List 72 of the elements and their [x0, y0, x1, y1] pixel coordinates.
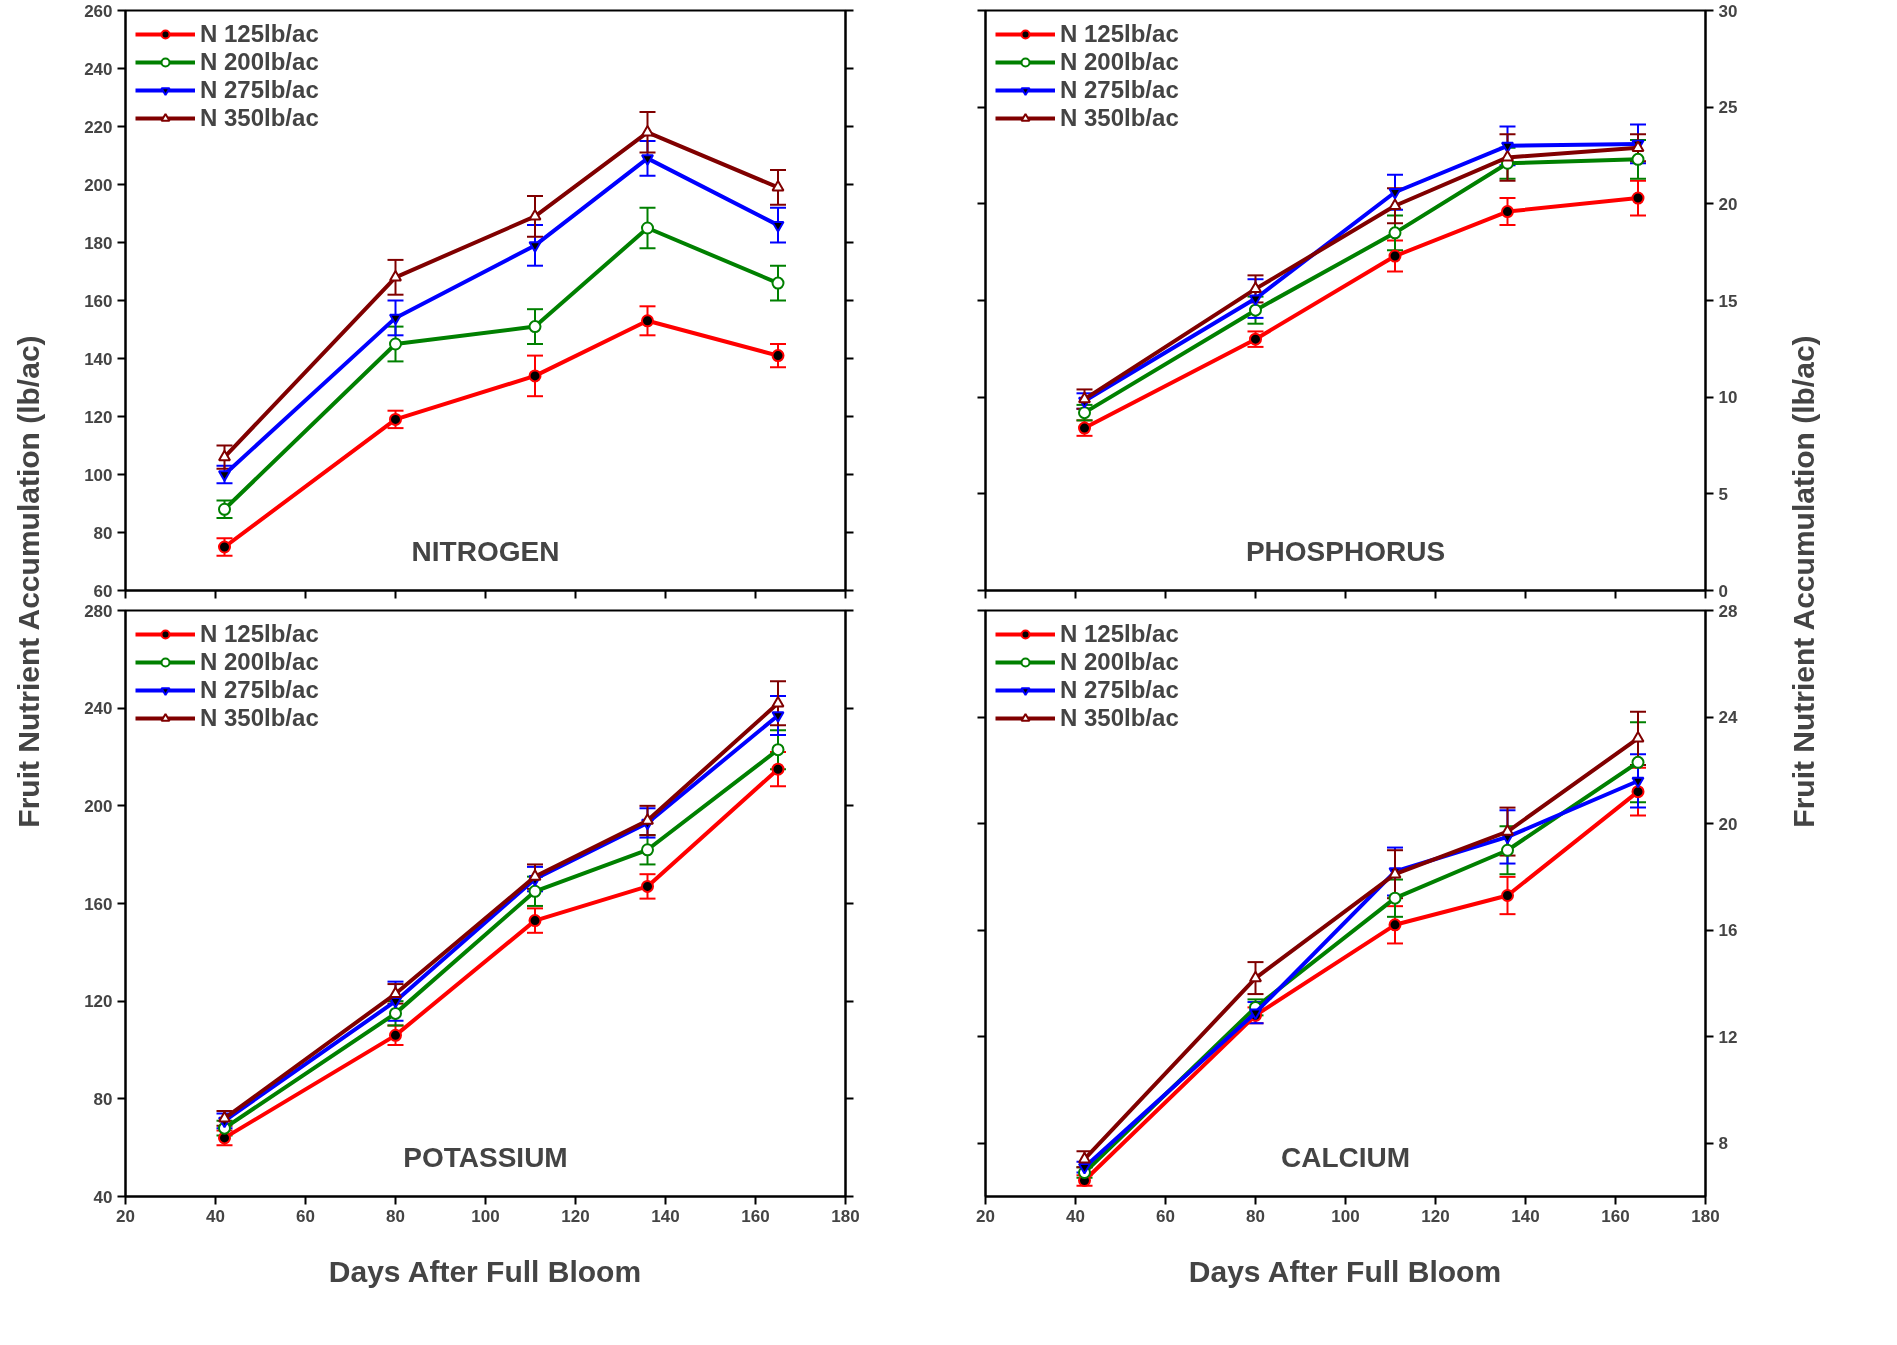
- y-tick-label: 10: [1718, 388, 1738, 408]
- y-tick-label: 80: [93, 1089, 113, 1109]
- y-tick-label: 160: [84, 894, 113, 914]
- y-tick-label: 16: [1718, 921, 1738, 941]
- legend-label: N 125lb/ac: [200, 20, 319, 48]
- legend-label: N 125lb/ac: [200, 620, 319, 648]
- y-tick-label: 200: [84, 796, 113, 816]
- y-tick-label: 25: [1718, 98, 1738, 118]
- y-axis-title: Fruit Nutrient Accumulation (lb/ac): [11, 335, 45, 828]
- legend-label: N 275lb/ac: [200, 676, 319, 704]
- y-tick-label: 15: [1718, 291, 1738, 311]
- x-tick-label: 120: [561, 1206, 590, 1226]
- legend-label: N 350lb/ac: [200, 704, 319, 732]
- x-tick-label: 100: [471, 1206, 500, 1226]
- x-tick-label: 120: [1421, 1206, 1450, 1226]
- legend-label: N 350lb/ac: [1060, 704, 1179, 732]
- x-tick-label: 160: [1601, 1206, 1630, 1226]
- legend-label: N 125lb/ac: [1060, 20, 1179, 48]
- x-tick-label: 180: [831, 1206, 860, 1226]
- x-tick-label: 20: [976, 1206, 995, 1226]
- legend-label: N 200lb/ac: [1060, 48, 1179, 76]
- x-tick-label: 60: [1156, 1206, 1175, 1226]
- legend-label: N 275lb/ac: [200, 76, 319, 104]
- annotation: PHOSPHORUS: [1245, 536, 1446, 568]
- y-tick-label: 80: [93, 523, 113, 543]
- x-tick-label: 20: [116, 1206, 135, 1226]
- y-tick-label: 24: [1718, 708, 1738, 728]
- x-tick-label: 40: [206, 1206, 225, 1226]
- y-tick-label: 140: [84, 349, 113, 369]
- y-tick-label: 120: [84, 992, 113, 1012]
- y-tick-label: 28: [1718, 601, 1738, 621]
- y-tick-label: 160: [84, 291, 113, 311]
- y-axis-title: Fruit Nutrient Accumulation (lb/ac): [1786, 335, 1820, 828]
- legend-label: N 350lb/ac: [200, 104, 319, 132]
- legend-label: N 275lb/ac: [1060, 676, 1179, 704]
- annotation: POTASSIUM: [403, 1142, 568, 1174]
- annotation: CALCIUM: [1280, 1142, 1411, 1174]
- x-tick-label: 140: [651, 1206, 680, 1226]
- y-tick-label: 40: [93, 1187, 113, 1207]
- x-tick-label: 140: [1511, 1206, 1540, 1226]
- y-tick-label: 20: [1718, 194, 1738, 214]
- y-tick-label: 0: [1718, 581, 1728, 601]
- y-tick-label: 280: [84, 601, 113, 621]
- y-tick-label: 260: [84, 1, 113, 21]
- legend-label: N 200lb/ac: [200, 648, 319, 676]
- y-tick-label: 180: [84, 233, 113, 253]
- y-tick-label: 60: [93, 581, 113, 601]
- annotation: NITROGEN: [411, 536, 560, 568]
- y-tick-label: 240: [84, 699, 113, 719]
- y-tick-label: 200: [84, 175, 113, 195]
- x-tick-label: 80: [386, 1206, 405, 1226]
- legend-label: N 125lb/ac: [1060, 620, 1179, 648]
- y-tick-label: 8: [1718, 1134, 1728, 1154]
- x-tick-label: 160: [741, 1206, 770, 1226]
- legend-label: N 200lb/ac: [200, 48, 319, 76]
- y-tick-label: 20: [1718, 814, 1738, 834]
- y-tick-label: 100: [84, 465, 113, 485]
- y-tick-label: 120: [84, 407, 113, 427]
- y-tick-label: 240: [84, 59, 113, 79]
- x-tick-label: 80: [1246, 1206, 1265, 1226]
- y-tick-label: 5: [1718, 484, 1728, 504]
- x-tick-label: 100: [1331, 1206, 1360, 1226]
- y-tick-label: 220: [84, 117, 113, 137]
- x-tick-label: 40: [1066, 1206, 1085, 1226]
- x-axis-title: Days After Full Bloom: [328, 1254, 642, 1288]
- x-tick-label: 60: [296, 1206, 315, 1226]
- legend-label: N 275lb/ac: [1060, 76, 1179, 104]
- legend-label: N 200lb/ac: [1060, 648, 1179, 676]
- x-axis-title: Days After Full Bloom: [1188, 1254, 1502, 1288]
- y-tick-label: 30: [1718, 1, 1738, 21]
- y-tick-label: 12: [1718, 1027, 1738, 1047]
- legend-label: N 350lb/ac: [1060, 104, 1179, 132]
